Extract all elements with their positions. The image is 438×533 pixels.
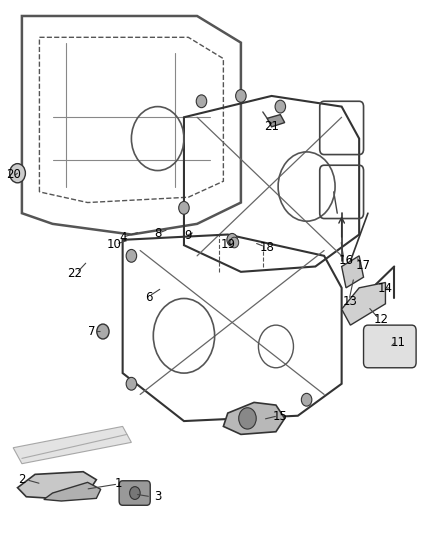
Text: 18: 18 bbox=[260, 241, 275, 254]
Text: 10: 10 bbox=[106, 238, 121, 251]
Circle shape bbox=[236, 90, 246, 102]
Text: 19: 19 bbox=[220, 238, 235, 251]
Circle shape bbox=[301, 393, 312, 406]
Text: 14: 14 bbox=[378, 282, 393, 295]
Text: 16: 16 bbox=[339, 254, 353, 266]
Polygon shape bbox=[342, 282, 385, 325]
Text: 22: 22 bbox=[67, 267, 82, 280]
Polygon shape bbox=[13, 426, 131, 464]
Text: 13: 13 bbox=[343, 295, 358, 308]
Text: 8: 8 bbox=[154, 227, 161, 240]
Circle shape bbox=[227, 233, 237, 246]
Text: 21: 21 bbox=[264, 120, 279, 133]
Text: 2: 2 bbox=[18, 473, 26, 486]
Text: 3: 3 bbox=[154, 490, 161, 503]
Circle shape bbox=[130, 487, 140, 499]
Polygon shape bbox=[18, 472, 96, 498]
Text: 4: 4 bbox=[119, 231, 127, 244]
Polygon shape bbox=[267, 115, 285, 127]
Text: 6: 6 bbox=[145, 291, 153, 304]
Circle shape bbox=[196, 95, 207, 108]
Circle shape bbox=[230, 237, 239, 248]
FancyBboxPatch shape bbox=[364, 325, 416, 368]
Text: 17: 17 bbox=[356, 259, 371, 272]
Circle shape bbox=[126, 249, 137, 262]
Circle shape bbox=[97, 324, 109, 339]
Text: 7: 7 bbox=[88, 325, 96, 338]
Polygon shape bbox=[342, 256, 364, 288]
Text: 12: 12 bbox=[374, 313, 389, 326]
Polygon shape bbox=[223, 402, 285, 434]
Text: 11: 11 bbox=[391, 336, 406, 349]
Text: 1: 1 bbox=[114, 478, 122, 490]
Circle shape bbox=[275, 100, 286, 113]
Text: 20: 20 bbox=[6, 168, 21, 181]
Circle shape bbox=[126, 377, 137, 390]
Polygon shape bbox=[44, 482, 101, 501]
FancyBboxPatch shape bbox=[119, 481, 150, 505]
Text: 15: 15 bbox=[273, 410, 288, 423]
Circle shape bbox=[10, 164, 25, 183]
Circle shape bbox=[239, 408, 256, 429]
Circle shape bbox=[179, 201, 189, 214]
Text: 9: 9 bbox=[184, 229, 192, 242]
